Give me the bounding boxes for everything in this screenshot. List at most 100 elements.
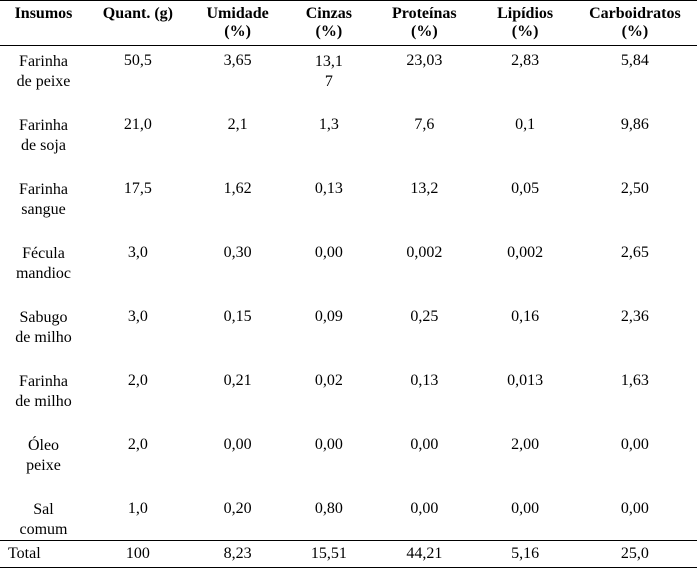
table-row: Farinha de soja 21,0 2,1 1,3 7,6 0,1 9,8… [0,110,697,156]
composition-table: Insumos Quant. (g) Umidade (%) Cinzas (%… [0,0,697,568]
cell-carb: 0,00 [573,430,697,476]
total-row: Total 100 8,23 15,51 44,21 5,16 25,0 [0,541,697,568]
cell-prot: 23,03 [371,46,477,93]
cell-umid: 0,30 [189,238,287,284]
total-umid: 8,23 [189,541,287,568]
total-lip: 5,16 [477,541,572,568]
col-header-insumos: Insumos [0,1,87,46]
header-text: Carboidratos [589,5,681,22]
cell-carb: 1,63 [573,366,697,412]
cell-insumos: Farinha sangue [0,174,87,220]
name-line1: Farinha [2,116,85,136]
cell-lip: 0,013 [477,366,572,412]
cell-cinzas: 1,3 [286,110,371,156]
cell-cinzas: 0,09 [286,302,371,348]
cell-cinzas: 0,00 [286,238,371,284]
name-line2: sangue [2,200,85,220]
cell-prot: 13,2 [371,174,477,220]
table-row: Óleo peixe 2,0 0,00 0,00 0,00 2,00 0,00 [0,430,697,476]
name-line1: Óleo [2,436,85,456]
composition-table-container: Insumos Quant. (g) Umidade (%) Cinzas (%… [0,0,697,568]
col-header-cinzas: Cinzas (%) [286,1,371,46]
cell-prot: 0,13 [371,366,477,412]
cell-umid: 0,15 [189,302,287,348]
header-text: Cinzas [306,5,352,22]
cell-lip: 0,1 [477,110,572,156]
cell-cinzas: 0,80 [286,494,371,541]
name-line1: Farinha [2,180,85,200]
table-body: Farinha de peixe 50,5 3,65 13,1 7 23,03 … [0,46,697,541]
name-line1: Fécula [2,244,85,264]
cell-quant: 3,0 [87,238,189,284]
cinzas-line1: 13,1 [315,52,343,72]
cell-umid: 1,62 [189,174,287,220]
cell-lip: 2,83 [477,46,572,93]
cell-insumos: Sabugo de milho [0,302,87,348]
name-line2: de milho [2,392,85,412]
header-unit: (%) [316,23,343,40]
cell-insumos: Farinha de milho [0,366,87,412]
cell-insumos: Farinha de soja [0,110,87,156]
cell-cinzas: 0,13 [286,174,371,220]
header-unit: (%) [224,23,251,40]
name-line2: peixe [2,456,85,476]
header-unit: (%) [512,23,539,40]
name-line2: de soja [2,136,85,156]
cell-quant: 2,0 [87,430,189,476]
col-header-umidade: Umidade (%) [189,1,287,46]
row-spacer [0,220,697,238]
cell-carb: 0,00 [573,494,697,541]
cell-carb: 5,84 [573,46,697,93]
cell-carb: 2,65 [573,238,697,284]
table-row: Fécula mandioc 3,0 0,30 0,00 0,002 0,002… [0,238,697,284]
name-line1: Sabugo [2,308,85,328]
cell-carb: 2,50 [573,174,697,220]
cell-lip: 2,00 [477,430,572,476]
cell-prot: 7,6 [371,110,477,156]
row-spacer [0,156,697,174]
header-text: Umidade [207,5,269,22]
col-header-quant: Quant. (g) [87,1,189,46]
cell-quant: 50,5 [87,46,189,93]
cell-quant: 21,0 [87,110,189,156]
table-row: Sal comum 1,0 0,20 0,80 0,00 0,00 0,00 [0,494,697,541]
table-row: Farinha de milho 2,0 0,21 0,02 0,13 0,01… [0,366,697,412]
cell-insumos: Farinha de peixe [0,46,87,93]
table-header: Insumos Quant. (g) Umidade (%) Cinzas (%… [0,1,697,46]
name-line2: de milho [2,328,85,348]
cinzas-line2: 7 [315,72,343,92]
header-unit: (%) [411,23,438,40]
cell-quant: 3,0 [87,302,189,348]
header-unit: (%) [622,23,649,40]
total-cinzas: 15,51 [286,541,371,568]
col-header-lipidios: Lipídios (%) [477,1,572,46]
cell-lip: 0,16 [477,302,572,348]
cell-prot: 0,002 [371,238,477,284]
cell-insumos: Fécula mandioc [0,238,87,284]
total-quant: 100 [87,541,189,568]
row-spacer [0,92,697,110]
cell-umid: 0,00 [189,430,287,476]
cell-carb: 2,36 [573,302,697,348]
table-footer: Total 100 8,23 15,51 44,21 5,16 25,0 [0,541,697,568]
header-text: Quant. (g) [103,5,173,22]
cell-prot: 0,00 [371,494,477,541]
cell-lip: 0,002 [477,238,572,284]
cell-quant: 2,0 [87,366,189,412]
cell-umid: 2,1 [189,110,287,156]
total-prot: 44,21 [371,541,477,568]
row-spacer [0,284,697,302]
cell-cinzas: 0,02 [286,366,371,412]
cell-prot: 0,00 [371,430,477,476]
table-row: Farinha sangue 17,5 1,62 0,13 13,2 0,05 … [0,174,697,220]
header-text: Insumos [15,5,73,22]
name-line2: de peixe [2,72,85,92]
cell-cinzas: 13,1 7 [286,46,371,93]
row-spacer [0,412,697,430]
cell-prot: 0,25 [371,302,477,348]
cell-carb: 9,86 [573,110,697,156]
cell-quant: 1,0 [87,494,189,541]
row-spacer [0,348,697,366]
cell-quant: 17,5 [87,174,189,220]
cell-umid: 0,20 [189,494,287,541]
